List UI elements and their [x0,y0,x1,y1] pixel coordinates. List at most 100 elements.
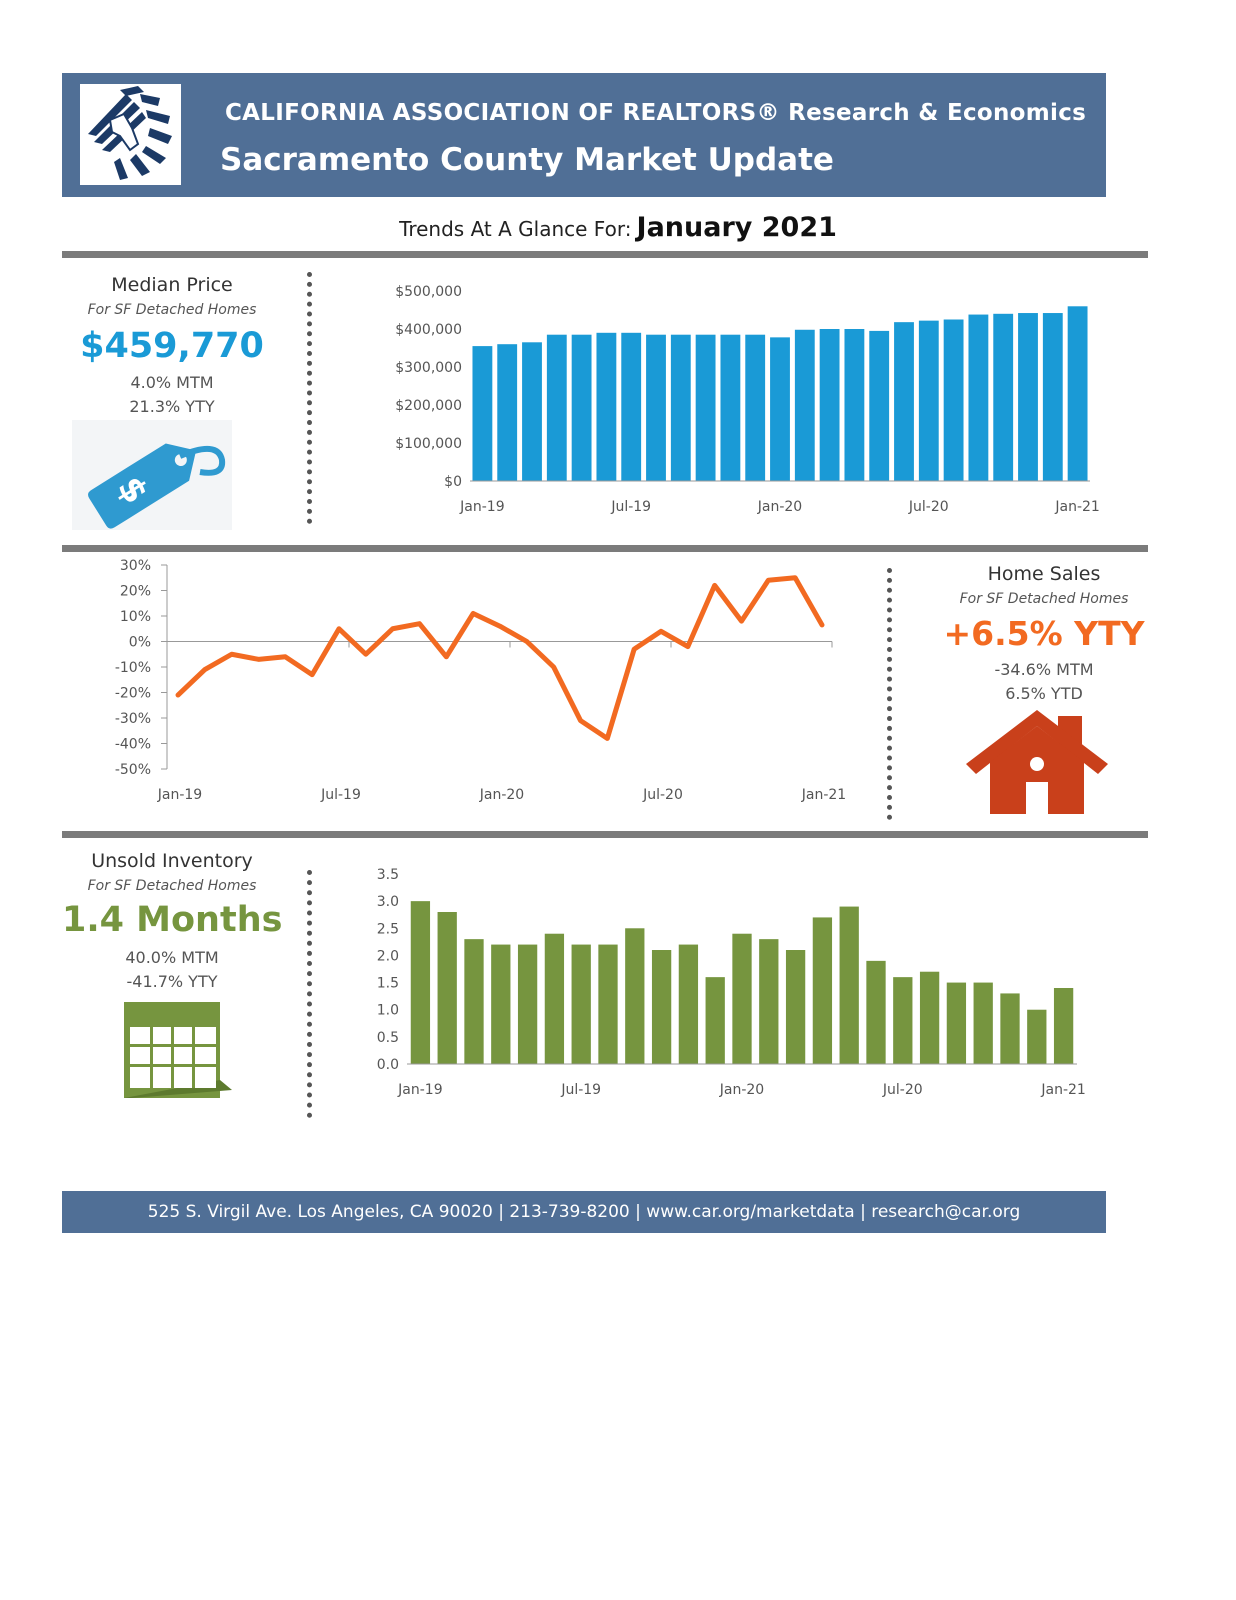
y-tick-label: 2.0 [377,948,399,964]
median-price-value: $459,770 [80,326,264,366]
inventory-subtitle: For SF Detached Homes [87,878,257,894]
bar [785,950,806,1064]
x-tick-label: Jan-19 [459,499,504,515]
x-tick-label: Jul-20 [642,787,683,803]
inventory-yty: -41.7% YTY [126,972,218,991]
bar [968,314,989,481]
y-tick-label: 3.5 [377,867,399,883]
bar [571,334,592,481]
bar [1018,313,1038,481]
median-price-yty: 21.3% YTY [129,397,215,416]
home-sales-value: +6.5% YTY [943,614,1145,653]
x-tick-label: Jul-19 [320,787,361,803]
x-tick-label: Jan-21 [1054,499,1099,515]
x-tick-label: Jul-20 [882,1082,923,1098]
x-tick-label: Jan-19 [397,1082,442,1098]
bar [625,928,645,1064]
calendar-icon [122,1000,234,1100]
bar [893,977,913,1064]
x-tick-label: Jan-21 [801,787,846,803]
bar [919,971,940,1064]
y-tick-label: 2.5 [377,921,399,937]
x-tick-label: Jul-20 [908,499,949,515]
bar [1042,313,1063,481]
x-tick-label: Jul-19 [610,499,651,515]
header-banner [62,73,1106,197]
bar [732,933,752,1064]
trends-prefix: Trends At A Glance For: [399,217,632,241]
home-sales-title: Home Sales [987,563,1101,585]
section-divider [62,831,1148,838]
median-price-subtitle: For SF Detached Homes [87,302,257,318]
bar [794,329,815,481]
bar [1067,306,1088,481]
section-divider [62,545,1148,552]
y-tick-label: 0% [129,635,151,651]
header-org: CALIFORNIA ASSOCIATION OF REALTORS® Rese… [225,100,1087,126]
inventory-mtm: 40.0% MTM [125,948,219,967]
dotted-separator [307,870,317,1118]
y-tick-label: -20% [115,686,151,702]
y-tick-label: $400,000 [395,322,462,338]
y-tick-label: 20% [120,584,151,600]
bar [472,346,493,481]
bar [437,912,457,1064]
y-tick-label: -40% [115,737,151,753]
house-icon [962,708,1112,816]
dotted-separator [887,568,897,820]
home-sales-ytd: 6.5% YTD [1005,684,1083,703]
y-tick-label: 0.0 [377,1057,399,1073]
y-tick-label: 1.0 [377,1003,399,1019]
bar [651,950,672,1064]
trends-heading: Trends At A Glance For: January 2021 [0,212,1236,243]
bar [745,334,766,481]
bar [1053,988,1074,1064]
bar [497,344,518,481]
bar [869,330,890,481]
bar [596,332,617,481]
price-tag-icon: $ [72,420,232,530]
bar [598,944,618,1064]
bar [720,334,741,481]
median-price-title: Median Price [111,274,233,296]
inventory-title: Unsold Inventory [91,850,253,872]
y-tick-label: -30% [115,711,151,727]
home-sales-chart: 30% 20% 10% 0% -10% -20% -30% -40% -50% Jan-19 Ju… [115,558,846,803]
bar [705,977,725,1064]
bar [491,944,511,1064]
bar [517,944,538,1064]
bar [866,960,886,1064]
bar [759,939,779,1064]
home-sales-subtitle: For SF Detached Homes [959,591,1129,607]
x-tick-label: Jul-19 [560,1082,601,1098]
dotted-separator [307,272,317,524]
bar [678,944,699,1064]
x-tick-label: Jan-20 [757,499,802,515]
car-logo [80,84,181,185]
y-tick-label: 10% [120,609,151,625]
bar [993,313,1014,481]
x-tick-label: Jan-20 [719,1082,764,1098]
bar [646,334,666,481]
bar [1000,993,1020,1064]
y-tick-label: 1.5 [377,976,399,992]
bar [943,319,964,481]
y-tick-label: $500,000 [395,284,462,300]
y-tick-label: -50% [115,762,151,778]
bar [571,944,591,1064]
bar [770,337,790,481]
y-tick-label: 0.5 [377,1030,399,1046]
footer-contact: 525 S. Virgil Ave. Los Angeles, CA 90020… [62,1191,1106,1233]
y-tick-label: $200,000 [395,398,462,414]
x-tick-label: Jan-19 [157,787,202,803]
x-tick-label: Jan-20 [479,787,524,803]
bar [522,342,542,481]
inventory-value: 1.4 Months [62,900,283,940]
bar [894,322,914,481]
y-tick-label: $100,000 [395,436,462,452]
bar [695,334,716,481]
median-price-mtm: 4.0% MTM [130,373,214,392]
bar [546,334,567,481]
bar [819,329,840,481]
y-tick-label: 30% [120,558,151,574]
